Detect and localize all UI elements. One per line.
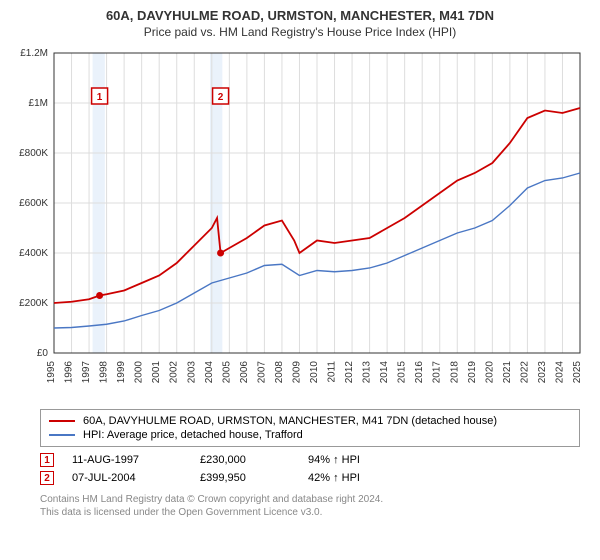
svg-text:2016: 2016 (414, 361, 425, 384)
svg-text:2017: 2017 (432, 361, 443, 384)
transaction-price: £399,950 (200, 472, 290, 484)
svg-text:2025: 2025 (572, 361, 583, 384)
transaction-marker-icon: 1 (40, 453, 54, 467)
svg-text:2005: 2005 (221, 361, 232, 384)
footer-line-2: This data is licensed under the Open Gov… (40, 506, 580, 519)
footer: Contains HM Land Registry data © Crown c… (40, 493, 580, 519)
svg-text:2014: 2014 (379, 361, 390, 384)
legend-row-property: 60A, DAVYHULME ROAD, URMSTON, MANCHESTER… (49, 414, 571, 428)
svg-text:2015: 2015 (397, 361, 408, 384)
svg-text:£800K: £800K (19, 148, 48, 159)
transaction-date: 07-JUL-2004 (72, 472, 182, 484)
svg-text:2003: 2003 (186, 361, 197, 384)
transactions-table: 1 11-AUG-1997 £230,000 94% ↑ HPI 2 07-JU… (40, 451, 580, 487)
svg-text:2012: 2012 (344, 361, 355, 384)
svg-text:£600K: £600K (19, 198, 48, 209)
footer-line-1: Contains HM Land Registry data © Crown c… (40, 493, 580, 506)
title-line-1: 60A, DAVYHULME ROAD, URMSTON, MANCHESTER… (0, 8, 600, 23)
svg-text:1999: 1999 (116, 361, 127, 384)
transaction-delta: 94% ↑ HPI (308, 454, 360, 466)
svg-text:2001: 2001 (151, 361, 162, 384)
svg-text:£200K: £200K (19, 298, 48, 309)
transaction-price: £230,000 (200, 454, 290, 466)
svg-text:£0: £0 (37, 348, 49, 359)
chart-svg: £0 £200K £400K £600K £800K £1M £1.2M 1995 1996 19… (10, 43, 590, 403)
svg-text:2021: 2021 (502, 361, 513, 384)
svg-text:2007: 2007 (256, 361, 267, 384)
svg-text:2000: 2000 (134, 361, 145, 384)
svg-text:2004: 2004 (204, 361, 215, 384)
svg-text:1995: 1995 (46, 361, 57, 384)
legend-label-hpi: HPI: Average price, detached house, Traf… (83, 429, 303, 441)
legend-label-property: 60A, DAVYHULME ROAD, URMSTON, MANCHESTER… (83, 415, 497, 427)
transaction-row: 2 07-JUL-2004 £399,950 42% ↑ HPI (40, 469, 580, 487)
svg-text:1996: 1996 (64, 361, 75, 384)
svg-text:£1.2M: £1.2M (20, 48, 48, 59)
legend-row-hpi: HPI: Average price, detached house, Traf… (49, 428, 571, 442)
price-chart: £0 £200K £400K £600K £800K £1M £1.2M 1995 1996 19… (10, 43, 590, 403)
svg-text:2020: 2020 (484, 361, 495, 384)
svg-text:2008: 2008 (274, 361, 285, 384)
svg-text:1: 1 (97, 92, 103, 103)
svg-text:2006: 2006 (239, 361, 250, 384)
svg-text:1997: 1997 (81, 361, 92, 384)
svg-text:£400K: £400K (19, 248, 48, 259)
transaction-marker-icon: 2 (40, 471, 54, 485)
svg-text:1998: 1998 (99, 361, 110, 384)
svg-text:2011: 2011 (327, 361, 338, 383)
transaction-delta: 42% ↑ HPI (308, 472, 360, 484)
legend-swatch-hpi (49, 434, 75, 436)
svg-text:2022: 2022 (519, 361, 530, 384)
legend-swatch-property (49, 420, 75, 422)
svg-text:2018: 2018 (449, 361, 460, 384)
title-line-2: Price paid vs. HM Land Registry's House … (0, 25, 600, 39)
transaction-date: 11-AUG-1997 (72, 454, 182, 466)
svg-text:2: 2 (218, 92, 224, 103)
svg-text:2002: 2002 (169, 361, 180, 384)
svg-text:2013: 2013 (362, 361, 373, 384)
svg-text:2024: 2024 (554, 361, 565, 384)
transaction-row: 1 11-AUG-1997 £230,000 94% ↑ HPI (40, 451, 580, 469)
legend: 60A, DAVYHULME ROAD, URMSTON, MANCHESTER… (40, 409, 580, 447)
svg-text:2010: 2010 (309, 361, 320, 384)
svg-text:£1M: £1M (29, 98, 48, 109)
svg-text:2009: 2009 (291, 361, 302, 384)
svg-text:2019: 2019 (467, 361, 478, 384)
svg-text:2023: 2023 (537, 361, 548, 384)
title-block: 60A, DAVYHULME ROAD, URMSTON, MANCHESTER… (0, 0, 600, 43)
